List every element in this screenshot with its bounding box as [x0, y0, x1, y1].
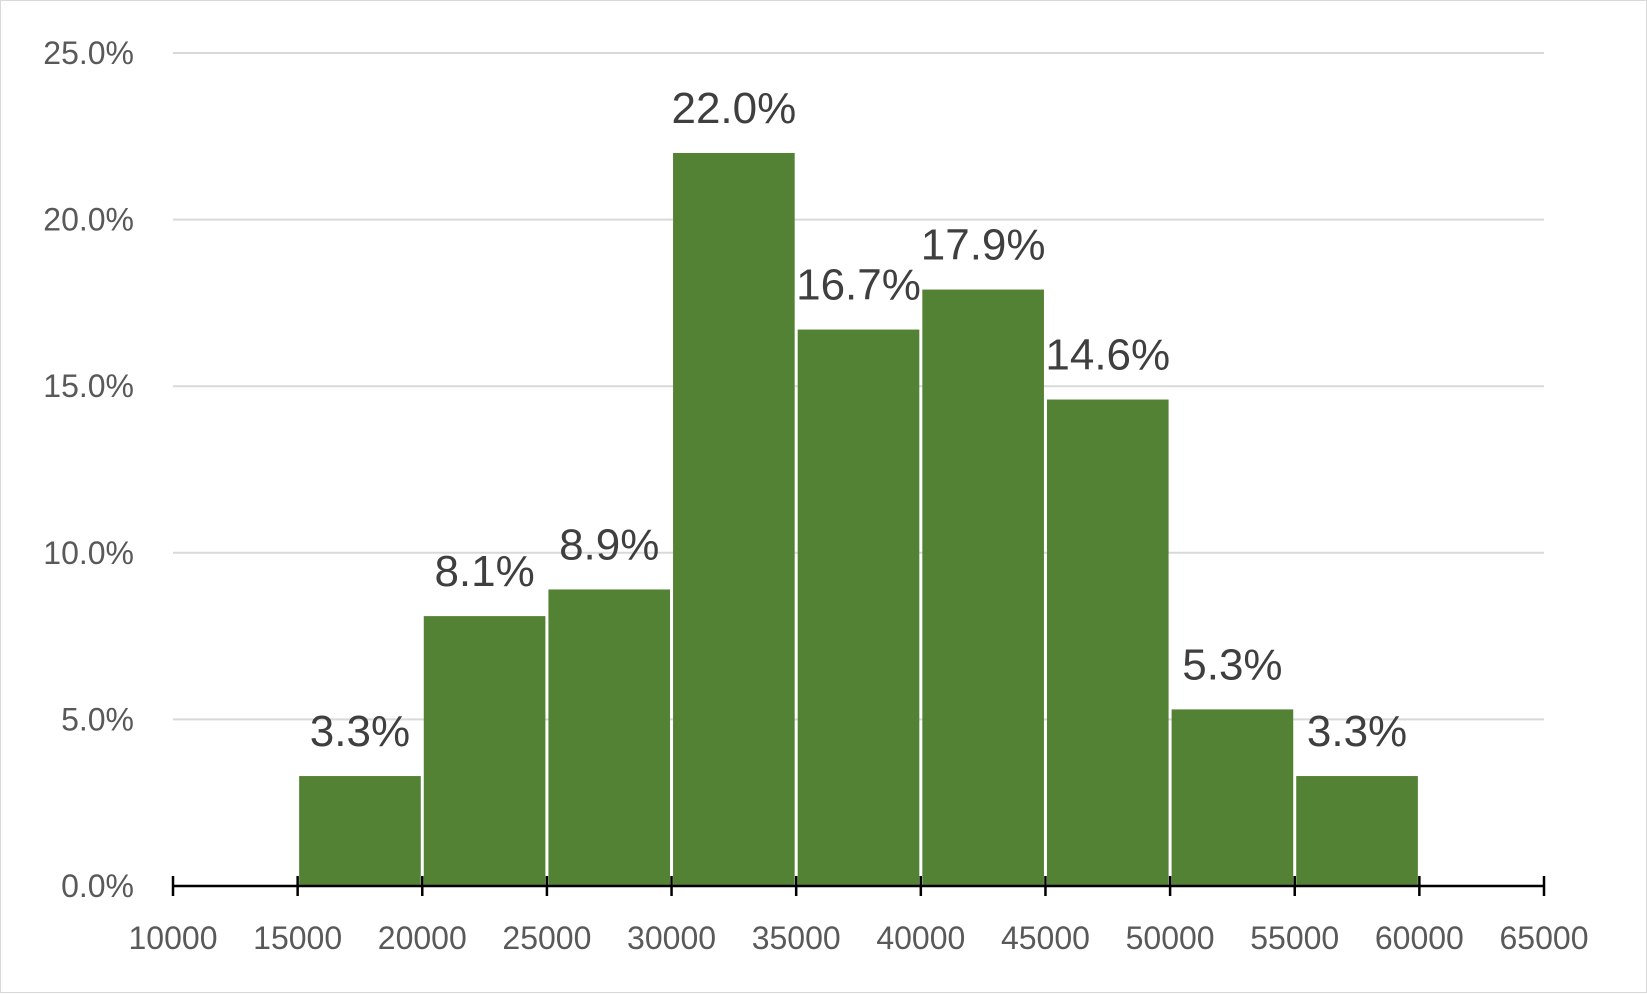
data-label: 17.9%	[921, 221, 1046, 270]
y-tick-label: 25.0%	[43, 35, 134, 71]
bar-40000-45000	[922, 289, 1044, 886]
data-label: 16.7%	[796, 261, 921, 310]
bar-50000-55000	[1171, 709, 1294, 886]
bar-15000-20000	[299, 776, 421, 886]
data-label: 8.9%	[559, 520, 659, 569]
bar-25000-30000	[548, 589, 671, 886]
x-tick-label: 20000	[378, 920, 467, 956]
y-tick-label: 5.0%	[61, 701, 134, 737]
x-axis-tick-labels: 10000 15000 20000 25000 30000 35000 40000 45000…	[129, 920, 1589, 956]
x-tick-label: 40000	[876, 920, 965, 956]
x-axis	[171, 876, 1546, 896]
bar-35000-40000	[797, 329, 920, 886]
data-labels: 3.3% 8.1% 8.9% 22.0% 16.7%17.9% 14.6% 5.3% 3.3%	[310, 84, 1407, 756]
bar-20000-25000	[423, 616, 546, 886]
x-tick-label: 50000	[1126, 920, 1215, 956]
data-label: 5.3%	[1182, 640, 1282, 689]
x-tick-label: 65000	[1500, 920, 1589, 956]
y-tick-label: 0.0%	[61, 868, 134, 904]
data-label: 14.6%	[1045, 331, 1170, 380]
x-tick-label: 60000	[1375, 920, 1464, 956]
x-tick-label: 25000	[502, 920, 591, 956]
data-label: 3.3%	[1307, 707, 1407, 756]
x-tick-label: 10000	[129, 920, 218, 956]
x-tick-label: 15000	[253, 920, 342, 956]
y-tick-label: 15.0%	[43, 368, 134, 404]
x-tick-label: 30000	[627, 920, 716, 956]
bar-55000-60000	[1296, 776, 1418, 886]
y-axis-tick-labels: 0.0% 5.0% 10.0% 15.0% 20.0% 25.0%	[43, 35, 134, 904]
data-label: 22.0%	[671, 84, 796, 133]
data-label: 8.1%	[434, 547, 534, 596]
bars	[299, 152, 1418, 886]
data-label: 3.3%	[310, 707, 410, 756]
x-tick-label: 35000	[752, 920, 841, 956]
y-tick-label: 10.0%	[43, 535, 134, 571]
bar-30000-35000	[673, 152, 795, 886]
x-tick-label: 55000	[1250, 920, 1339, 956]
y-tick-label: 20.0%	[43, 202, 134, 238]
x-tick-label: 45000	[1001, 920, 1090, 956]
bar-45000-50000	[1046, 399, 1169, 886]
